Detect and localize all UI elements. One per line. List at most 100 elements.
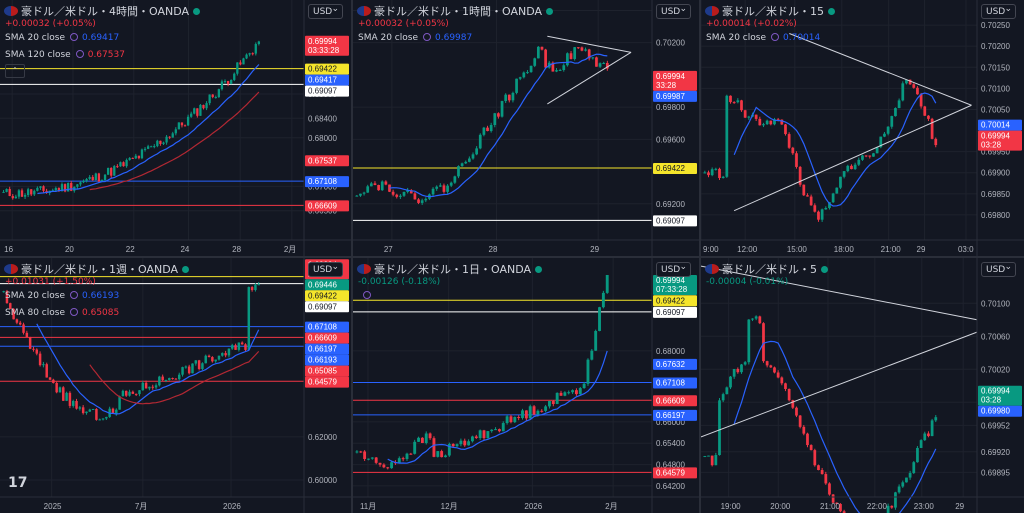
candle-body[interactable] (45, 364, 48, 378)
candle-body[interactable] (201, 363, 204, 369)
price-badge[interactable]: 0.67632 (653, 358, 697, 370)
candle-body[interactable] (88, 176, 91, 179)
candle-body[interactable] (202, 104, 205, 109)
candle-body[interactable] (237, 342, 241, 350)
candle-body[interactable] (802, 184, 806, 196)
indicator-legend[interactable]: SMA 120 close 0.67537 (5, 50, 125, 60)
candle-body[interactable] (605, 275, 609, 293)
candle-body[interactable] (193, 108, 196, 114)
candle-body[interactable] (486, 431, 490, 439)
candle-body[interactable] (912, 462, 916, 474)
candle-body[interactable] (151, 386, 154, 388)
candle-body[interactable] (769, 365, 773, 368)
candle-body[interactable] (468, 158, 471, 162)
candle-body[interactable] (784, 124, 787, 135)
candle-body[interactable] (184, 366, 188, 368)
candle-body[interactable] (509, 416, 513, 423)
candle-body[interactable] (208, 94, 211, 104)
candle-body[interactable] (824, 474, 828, 484)
candle-body[interactable] (162, 142, 165, 144)
candle-body[interactable] (806, 433, 809, 446)
candle-body[interactable] (154, 385, 158, 388)
candle-body[interactable] (864, 155, 868, 157)
candle-body[interactable] (395, 194, 399, 197)
candle-body[interactable] (500, 101, 504, 117)
candle-body[interactable] (544, 49, 547, 68)
candle-body[interactable] (33, 190, 36, 195)
candle-body[interactable] (85, 411, 88, 414)
candle-body[interactable] (75, 401, 78, 409)
candle-body[interactable] (405, 453, 409, 459)
candle-body[interactable] (740, 364, 743, 373)
candle-body[interactable] (52, 379, 55, 384)
candle-body[interactable] (442, 185, 446, 192)
candle-body[interactable] (916, 87, 919, 95)
candle-body[interactable] (868, 155, 872, 157)
candle-body[interactable] (63, 184, 67, 192)
candle-body[interactable] (12, 308, 15, 320)
candle-body[interactable] (457, 166, 460, 177)
chart-title[interactable]: 豪ドル／米ドル・1週・OANDA (4, 261, 190, 277)
candle-body[interactable] (489, 125, 493, 132)
candle-body[interactable] (366, 186, 370, 193)
candle-body[interactable] (65, 392, 68, 401)
candle-body[interactable] (714, 168, 718, 170)
candle-body[interactable] (113, 166, 116, 176)
candle-body[interactable] (762, 323, 765, 362)
candle-body[interactable] (446, 185, 449, 192)
candle-body[interactable] (424, 433, 428, 444)
candle-body[interactable] (79, 182, 82, 185)
candle-body[interactable] (374, 457, 378, 463)
price-badge[interactable]: 0.67537 (305, 155, 349, 167)
price-badge[interactable]: 0.69097 (305, 301, 349, 313)
candle-body[interactable] (894, 492, 897, 508)
candle-body[interactable] (38, 353, 42, 366)
candle-body[interactable] (513, 417, 517, 423)
candle-body[interactable] (17, 190, 21, 197)
chart-title[interactable]: 豪ドル／米ドル・4時間・OANDA (4, 3, 201, 19)
candle-body[interactable] (174, 129, 177, 134)
candle-body[interactable] (571, 390, 575, 393)
tradingview-logo[interactable]: 17 (8, 475, 28, 491)
candle-body[interactable] (11, 195, 14, 199)
candle-body[interactable] (88, 409, 92, 412)
candle-body[interactable] (813, 450, 817, 466)
candle-body[interactable] (230, 79, 233, 84)
candle-body[interactable] (186, 116, 190, 126)
candle-body[interactable] (475, 148, 478, 155)
candle-body[interactable] (566, 53, 569, 66)
candle-body[interactable] (254, 44, 257, 54)
candle-body[interactable] (70, 183, 73, 191)
candle-body[interactable] (251, 53, 254, 55)
candle-body[interactable] (861, 155, 864, 160)
candle-body[interactable] (150, 146, 153, 148)
candle-body[interactable] (787, 134, 791, 148)
settings-icon[interactable] (423, 33, 431, 41)
candle-body[interactable] (431, 188, 435, 195)
candle-body[interactable] (773, 367, 776, 373)
candle-body[interactable] (148, 386, 151, 389)
candle-body[interactable] (138, 390, 141, 395)
candle-body[interactable] (181, 367, 184, 375)
candle-body[interactable] (459, 440, 463, 445)
candle-body[interactable] (482, 430, 486, 439)
candle-body[interactable] (718, 168, 721, 178)
candle-body[interactable] (736, 369, 740, 373)
candle-body[interactable] (390, 462, 394, 469)
candle-body[interactable] (776, 119, 780, 121)
candle-body[interactable] (214, 359, 217, 362)
candle-body[interactable] (494, 429, 497, 431)
candle-body[interactable] (598, 63, 602, 67)
candle-body[interactable] (504, 94, 508, 102)
candle-body[interactable] (743, 362, 747, 365)
indicator-legend[interactable] (358, 291, 375, 301)
candle-body[interactable] (449, 182, 453, 186)
price-badge[interactable]: 0.69097 (653, 306, 697, 318)
candle-body[interactable] (244, 344, 247, 350)
candle-body[interactable] (894, 108, 897, 117)
candle-body[interactable] (194, 360, 198, 364)
candle-body[interactable] (18, 322, 22, 325)
